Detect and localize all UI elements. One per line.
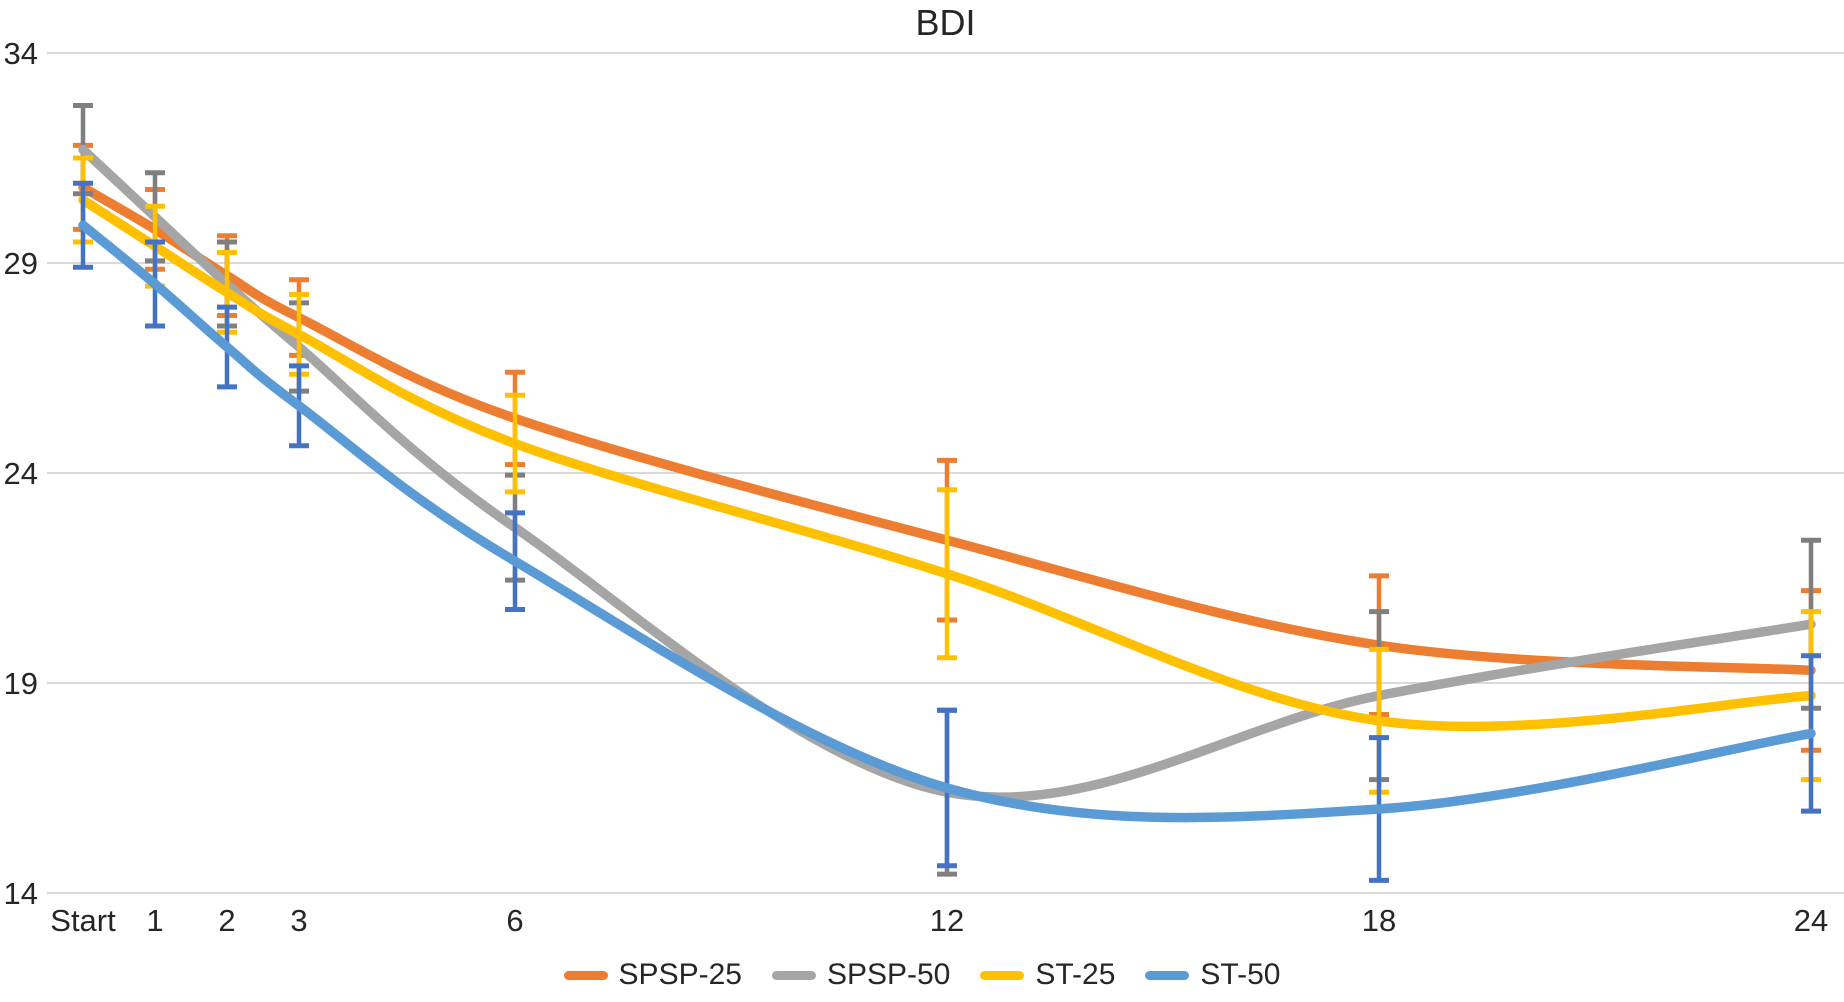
legend-item-st-50: ST-50 [1145,958,1280,992]
legend-label: ST-50 [1200,958,1281,991]
chart-legend: SPSP-25 SPSP-50 ST-25 ST-50 [0,958,1844,992]
legend-item-st-25: ST-25 [980,958,1115,992]
x-tick-label: 24 [1794,903,1828,938]
x-tick-label: 18 [1362,903,1396,938]
y-tick-label: 34 [4,36,38,71]
legend-swatch-icon [771,970,816,980]
legend-label: SPSP-25 [618,958,742,991]
x-tick-label: Start [50,903,116,938]
x-tick-label: 12 [930,903,964,938]
chart-title: BDI [915,2,976,43]
x-tick-label: 1 [146,903,163,938]
x-tick-label: 2 [218,903,235,938]
y-tick-label: 14 [4,876,38,911]
legend-swatch-icon [563,970,608,980]
series-line-spsp-50 [78,144,1816,802]
y-axis-labels: 14 19 24 29 34 [4,36,38,911]
legend-label: SPSP-50 [826,958,951,991]
series-line-st-50 [78,220,1816,823]
x-axis-labels: Start 1 2 3 6 12 18 24 [50,903,1828,938]
x-tick-label: 6 [506,903,523,938]
y-tick-label: 24 [4,456,38,491]
legend-label: ST-25 [1035,958,1116,991]
y-tick-label: 19 [4,666,38,701]
legend-item-spsp-50: SPSP-50 [771,958,951,992]
legend-swatch-icon [1145,970,1190,980]
x-tick-label: 3 [290,903,307,938]
legend-swatch-icon [980,970,1025,980]
legend-item-spsp-25: SPSP-25 [563,958,742,992]
y-tick-label: 29 [4,246,38,281]
series-line-st-25 [78,195,1816,732]
